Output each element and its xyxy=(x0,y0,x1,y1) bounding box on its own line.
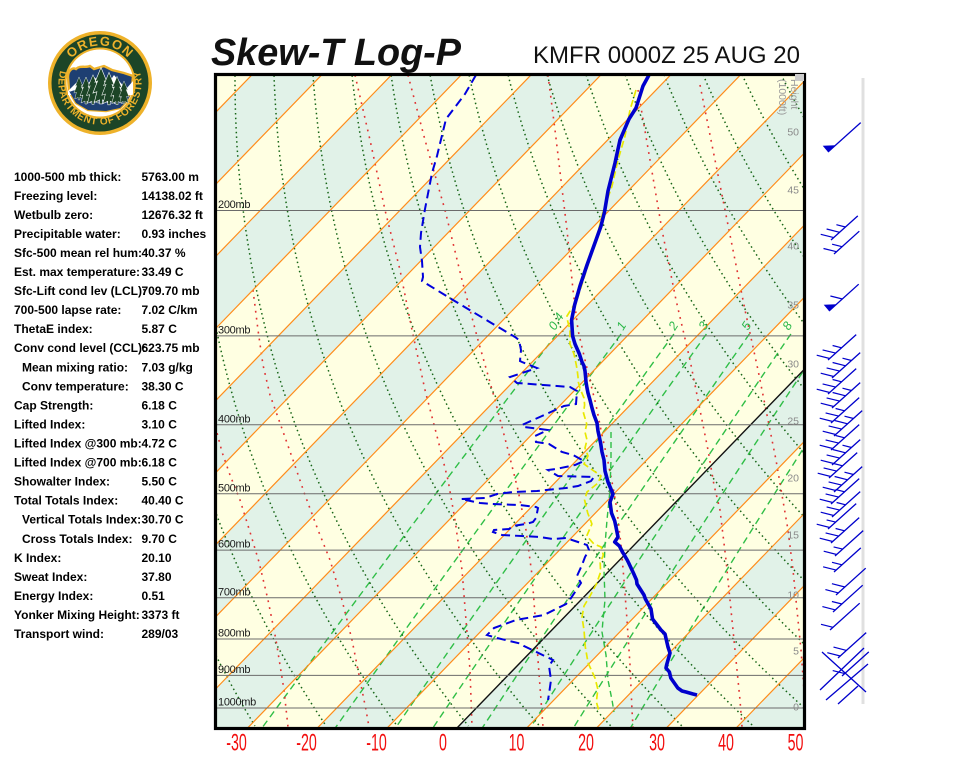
svg-text:5.87 C: 5.87 C xyxy=(142,322,178,336)
svg-text:Cross Totals Index:: Cross Totals Index: xyxy=(22,532,132,546)
svg-text:5763.00 m: 5763.00 m xyxy=(142,170,199,184)
svg-text:4.72 C: 4.72 C xyxy=(142,437,178,451)
svg-text:40: 40 xyxy=(787,241,799,253)
svg-text:Showalter Index:: Showalter Index: xyxy=(14,475,110,489)
svg-text:600mb: 600mb xyxy=(218,539,250,551)
svg-text:15: 15 xyxy=(787,530,799,542)
svg-text:20: 20 xyxy=(578,730,594,757)
svg-text:7.02 C/km: 7.02 C/km xyxy=(142,303,198,317)
svg-text:700mb: 700mb xyxy=(218,586,250,598)
svg-text:6.18 C: 6.18 C xyxy=(142,456,178,470)
svg-text:Transport wind:: Transport wind: xyxy=(14,627,104,641)
svg-text:0.51: 0.51 xyxy=(142,589,166,603)
svg-text:3373 ft: 3373 ft xyxy=(142,608,180,622)
svg-text:300mb: 300mb xyxy=(218,324,250,336)
svg-text:10: 10 xyxy=(509,730,525,757)
svg-text:289/03: 289/03 xyxy=(142,627,179,641)
svg-text:Mean mixing ratio:: Mean mixing ratio: xyxy=(22,360,128,374)
svg-text:500mb: 500mb xyxy=(218,482,250,494)
svg-text:Conv cond level (CCL):: Conv cond level (CCL): xyxy=(14,341,146,355)
svg-text:900mb: 900mb xyxy=(218,664,250,676)
svg-text:9.70 C: 9.70 C xyxy=(142,532,178,546)
svg-text:Precipitable water:: Precipitable water: xyxy=(14,227,121,241)
svg-text:623.75 mb: 623.75 mb xyxy=(142,341,200,355)
svg-text:25: 25 xyxy=(787,416,799,428)
svg-text:Lifted Index @300 mb:: Lifted Index @300 mb: xyxy=(14,437,142,451)
svg-text:1000mb: 1000mb xyxy=(218,697,256,709)
svg-text:6.18 C: 6.18 C xyxy=(142,398,178,412)
svg-text:709.70 mb: 709.70 mb xyxy=(142,284,200,298)
svg-text:5: 5 xyxy=(793,646,799,658)
svg-text:3.10 C: 3.10 C xyxy=(142,418,178,432)
svg-text:Sfc-500 mean rel hum:: Sfc-500 mean rel hum: xyxy=(14,246,142,260)
svg-text:Lifted Index @700 mb:: Lifted Index @700 mb: xyxy=(14,456,142,470)
svg-text:30: 30 xyxy=(787,359,799,371)
svg-text:35: 35 xyxy=(787,300,799,312)
svg-text:33.49 C: 33.49 C xyxy=(142,265,184,279)
svg-text:Cap Strength:: Cap Strength: xyxy=(14,398,93,412)
svg-text:38.30 C: 38.30 C xyxy=(142,379,184,393)
svg-text:7.03 g/kg: 7.03 g/kg xyxy=(142,360,193,374)
svg-text:0: 0 xyxy=(439,730,447,757)
svg-text:40: 40 xyxy=(718,730,734,757)
svg-text:Sweat Index:: Sweat Index: xyxy=(14,570,87,584)
svg-text:0: 0 xyxy=(793,702,799,714)
svg-text:5.50 C: 5.50 C xyxy=(142,475,178,489)
svg-text:20.10: 20.10 xyxy=(142,551,172,565)
svg-text:14138.02 ft: 14138.02 ft xyxy=(142,189,203,203)
svg-text:0.93 inches: 0.93 inches xyxy=(142,227,207,241)
svg-text:10: 10 xyxy=(787,590,799,602)
svg-text:20: 20 xyxy=(787,473,799,485)
svg-text:40.37 %: 40.37 % xyxy=(142,246,186,260)
svg-text:Lifted Index:: Lifted Index: xyxy=(14,418,85,432)
svg-text:Skew-T Log-P: Skew-T Log-P xyxy=(211,32,462,74)
svg-text:ThetaE index:: ThetaE index: xyxy=(14,322,93,336)
svg-text:1000-500 mb thick:: 1000-500 mb thick: xyxy=(14,170,121,184)
svg-text:400mb: 400mb xyxy=(218,413,250,425)
svg-text:Yonker Mixing Height:: Yonker Mixing Height: xyxy=(14,608,140,622)
svg-text:Total Totals Index:: Total Totals Index: xyxy=(14,494,118,508)
svg-text:-20: -20 xyxy=(296,730,317,757)
svg-text:37.80: 37.80 xyxy=(142,570,172,584)
svg-text:(1000ft): (1000ft) xyxy=(776,79,788,115)
svg-text:30.70 C: 30.70 C xyxy=(142,513,184,527)
svg-text:-10: -10 xyxy=(366,730,387,757)
svg-text:Freezing level:: Freezing level: xyxy=(14,189,97,203)
svg-text:Energy Index:: Energy Index: xyxy=(14,589,93,603)
svg-text:Conv temperature:: Conv temperature: xyxy=(22,379,129,393)
svg-text:-30: -30 xyxy=(226,730,247,757)
svg-text:Vertical Totals Index:: Vertical Totals Index: xyxy=(22,513,141,527)
svg-text:Sfc-Lift cond lev (LCL):: Sfc-Lift cond lev (LCL): xyxy=(14,284,146,298)
svg-text:30: 30 xyxy=(649,730,665,757)
svg-text:40.40 C: 40.40 C xyxy=(142,494,184,508)
svg-text:50: 50 xyxy=(787,127,799,139)
svg-text:K Index:: K Index: xyxy=(14,551,61,565)
svg-text:12676.32 ft: 12676.32 ft xyxy=(142,208,203,222)
svg-text:Est. max temperature:: Est. max temperature: xyxy=(14,265,140,279)
svg-text:KMFR 0000Z 25 AUG 20: KMFR 0000Z 25 AUG 20 xyxy=(533,42,800,69)
svg-text:800mb: 800mb xyxy=(218,628,250,640)
svg-text:200mb: 200mb xyxy=(218,199,250,211)
svg-text:700-500 lapse rate:: 700-500 lapse rate: xyxy=(14,303,121,317)
svg-text:50: 50 xyxy=(788,730,804,757)
svg-text:Height: Height xyxy=(788,79,800,109)
svg-text:Wetbulb zero:: Wetbulb zero: xyxy=(14,208,93,222)
svg-text:45: 45 xyxy=(787,185,799,197)
